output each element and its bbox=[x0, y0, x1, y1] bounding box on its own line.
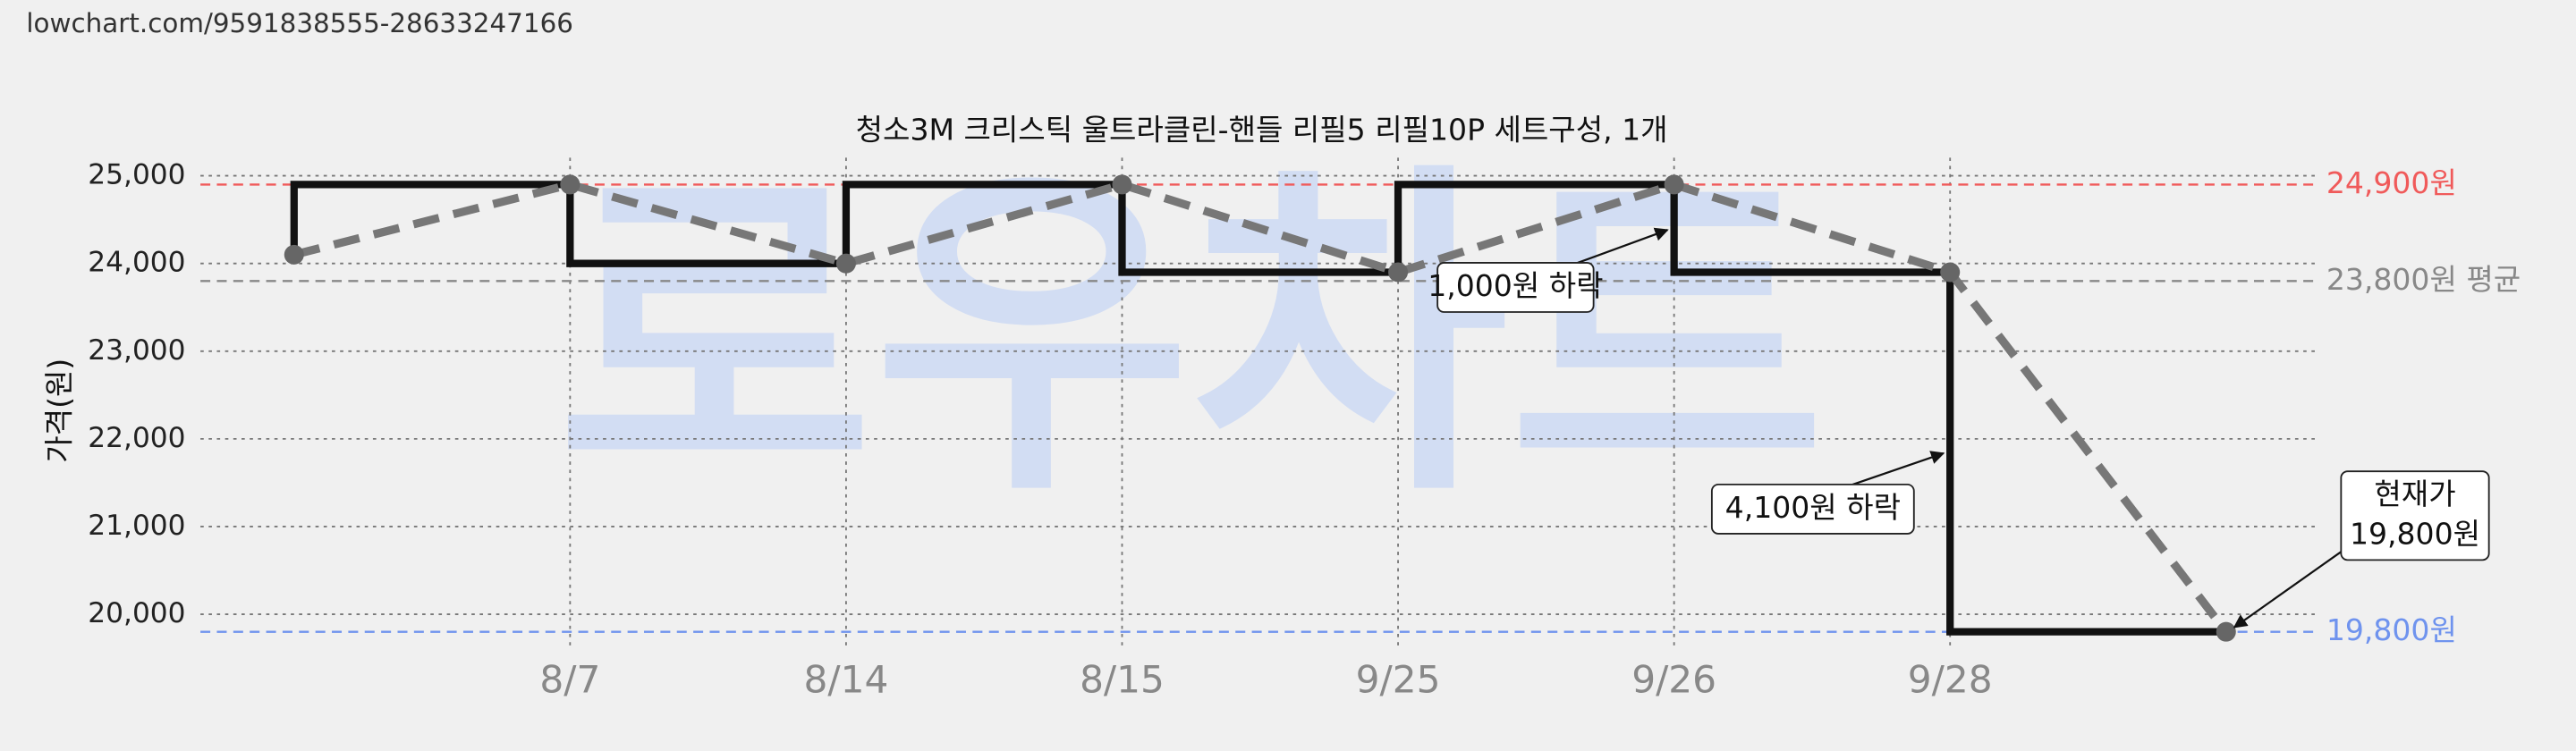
y-tick-label: 25,000 bbox=[88, 159, 185, 191]
point bbox=[1940, 262, 1961, 283]
step-segment bbox=[1946, 272, 2226, 636]
x-tick-label: 8/7 bbox=[539, 658, 600, 702]
x-tick-label: 9/28 bbox=[1908, 658, 1993, 702]
annotation-arrow bbox=[2233, 551, 2342, 629]
step-segment bbox=[290, 181, 571, 255]
x-tick-label: 9/26 bbox=[1631, 658, 1716, 702]
step-segment bbox=[566, 184, 846, 267]
reference-label: 23,800원 평균 bbox=[2326, 262, 2521, 297]
trend-line bbox=[292, 180, 2230, 635]
annotation-box bbox=[1436, 261, 1595, 313]
annotation-box bbox=[1710, 483, 1915, 535]
annotation-text: 19,800원 bbox=[2350, 516, 2480, 551]
y-tick-label: 21,000 bbox=[88, 510, 185, 542]
point bbox=[560, 174, 580, 195]
step-segment bbox=[1670, 184, 1951, 276]
annotation-box bbox=[2340, 470, 2490, 561]
x-tick-label: 8/15 bbox=[1080, 658, 1165, 702]
annotation-text: 1,000원 하락 bbox=[1428, 268, 1603, 303]
x-tick-label: 8/14 bbox=[803, 658, 888, 702]
step-segment bbox=[842, 181, 1123, 264]
y-axis-label: 가격(원) bbox=[41, 359, 76, 463]
point bbox=[1664, 174, 1684, 195]
reference-label: 19,800원 bbox=[2326, 612, 2457, 647]
reference-label: 24,900원 bbox=[2326, 165, 2457, 200]
point bbox=[1388, 262, 1409, 283]
annotation-text: 현재가 bbox=[2374, 477, 2455, 511]
step-segment bbox=[1118, 184, 1399, 276]
step-segment bbox=[1394, 181, 1674, 273]
page-url: lowchart.com/9591838555-28633247166 bbox=[26, 8, 573, 38]
point bbox=[2216, 621, 2236, 642]
annotation-arrow bbox=[1847, 451, 1945, 487]
chart-title: 청소3M 크리스틱 울트라클린-핸들 리필5 리필10P 세트구성, 1개 bbox=[856, 112, 1668, 147]
annotation-arrow bbox=[1568, 227, 1669, 267]
annotation-text: 4,100원 하락 bbox=[1725, 490, 1901, 525]
point bbox=[284, 244, 304, 265]
point bbox=[835, 253, 856, 274]
y-tick-label: 23,000 bbox=[88, 334, 185, 367]
y-tick-label: 22,000 bbox=[88, 422, 185, 454]
point bbox=[1112, 174, 1132, 195]
y-tick-label: 20,000 bbox=[88, 597, 185, 629]
y-tick-label: 24,000 bbox=[88, 247, 185, 279]
x-tick-label: 9/25 bbox=[1356, 658, 1441, 702]
